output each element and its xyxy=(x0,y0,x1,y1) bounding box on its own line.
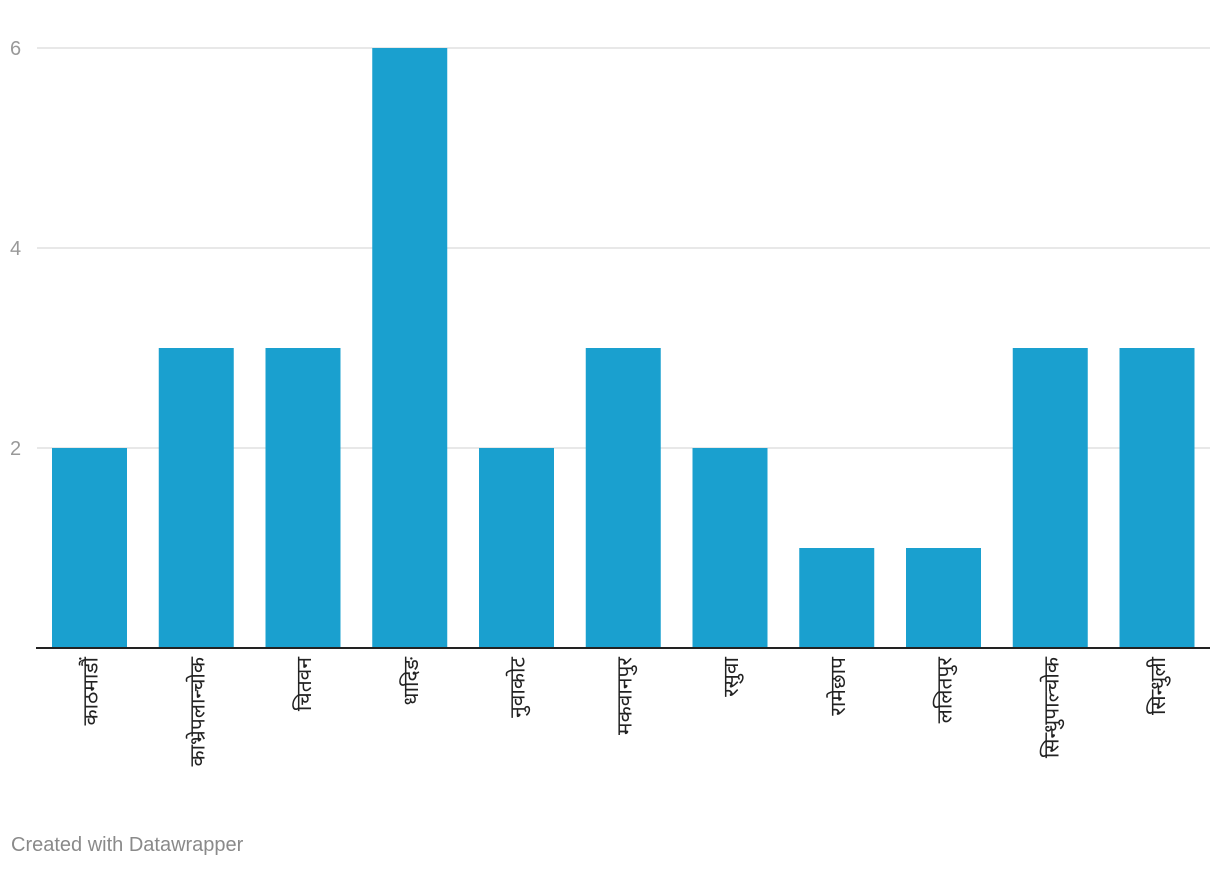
y-tick-label: 6 xyxy=(10,38,21,60)
bars xyxy=(52,48,1195,648)
x-tick-label: धादिङ xyxy=(399,656,423,705)
bar xyxy=(479,448,554,648)
x-tick-label: रामेछाप xyxy=(826,656,850,716)
bar xyxy=(265,348,341,648)
bar xyxy=(1012,348,1088,648)
bar xyxy=(692,448,768,648)
bar-chart: 2 4 6 काठमाडौं काभ्रेपलान्चोक चितवन धादिङ नुवा… xyxy=(10,38,1210,767)
x-axis-ticks: काठमाडौं काभ्रेपलान्चोक चितवन धादिङ नुवाकोट म… xyxy=(79,656,1172,767)
x-tick-label: चितवन xyxy=(292,657,316,711)
x-tick-label: ललितपुर xyxy=(933,657,958,724)
x-tick-label: सिन्धुली xyxy=(1146,656,1171,715)
x-tick-label: काठमाडौं xyxy=(79,656,103,725)
bar xyxy=(585,348,661,648)
x-tick-label: काभ्रेपलान्चोक xyxy=(185,656,209,766)
x-tick-label: सिन्धुपाल्चोक xyxy=(1039,656,1064,758)
x-tick-label: मकवानपुर xyxy=(612,657,637,735)
bar xyxy=(799,548,875,648)
bar xyxy=(158,348,234,648)
footer-credit: Created with Datawrapper xyxy=(11,834,244,856)
x-tick-label: रसुवा xyxy=(719,656,744,696)
y-tick-label: 4 xyxy=(10,238,21,260)
bar xyxy=(906,548,981,648)
bar xyxy=(372,48,448,648)
bar xyxy=(52,448,127,648)
x-tick-label: नुवाकोट xyxy=(506,657,531,718)
y-tick-label: 2 xyxy=(10,438,21,460)
y-axis-ticks: 2 4 6 xyxy=(10,38,21,460)
bar xyxy=(1119,348,1195,648)
